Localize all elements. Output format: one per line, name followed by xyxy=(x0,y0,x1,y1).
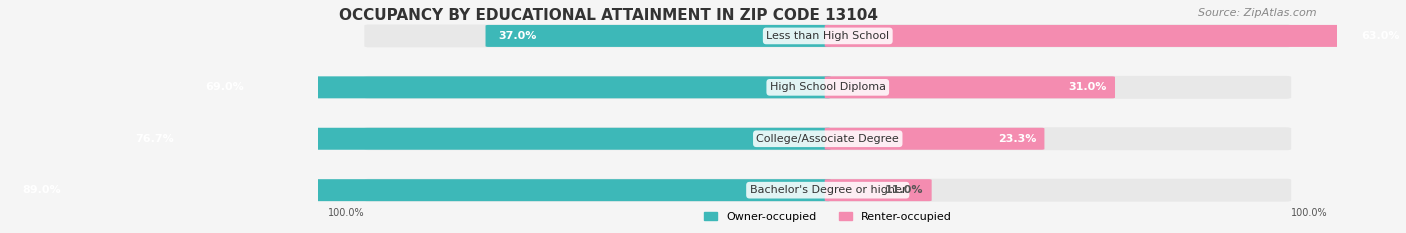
Text: 76.7%: 76.7% xyxy=(135,134,173,144)
Text: College/Associate Degree: College/Associate Degree xyxy=(756,134,900,144)
Text: 37.0%: 37.0% xyxy=(499,31,537,41)
FancyBboxPatch shape xyxy=(364,76,1291,99)
FancyBboxPatch shape xyxy=(825,76,1115,98)
Text: High School Diploma: High School Diploma xyxy=(769,82,886,92)
Text: 100.0%: 100.0% xyxy=(1291,208,1327,218)
FancyBboxPatch shape xyxy=(825,179,932,201)
FancyBboxPatch shape xyxy=(825,25,1406,47)
Text: 100.0%: 100.0% xyxy=(328,208,364,218)
Text: 69.0%: 69.0% xyxy=(205,82,245,92)
FancyBboxPatch shape xyxy=(825,128,1045,150)
Text: 89.0%: 89.0% xyxy=(22,185,60,195)
Text: Bachelor's Degree or higher: Bachelor's Degree or higher xyxy=(749,185,905,195)
FancyBboxPatch shape xyxy=(364,127,1291,150)
FancyBboxPatch shape xyxy=(121,128,831,150)
Text: Source: ZipAtlas.com: Source: ZipAtlas.com xyxy=(1198,8,1316,18)
FancyBboxPatch shape xyxy=(364,179,1291,202)
Text: 63.0%: 63.0% xyxy=(1361,31,1400,41)
FancyBboxPatch shape xyxy=(485,25,831,47)
Text: 11.0%: 11.0% xyxy=(884,185,924,195)
Text: OCCUPANCY BY EDUCATIONAL ATTAINMENT IN ZIP CODE 13104: OCCUPANCY BY EDUCATIONAL ATTAINMENT IN Z… xyxy=(339,8,877,23)
Text: Less than High School: Less than High School xyxy=(766,31,890,41)
FancyBboxPatch shape xyxy=(193,76,831,98)
Text: 31.0%: 31.0% xyxy=(1069,82,1107,92)
FancyBboxPatch shape xyxy=(8,179,831,201)
Text: 23.3%: 23.3% xyxy=(998,134,1036,144)
Legend: Owner-occupied, Renter-occupied: Owner-occupied, Renter-occupied xyxy=(699,207,956,226)
FancyBboxPatch shape xyxy=(364,24,1291,47)
